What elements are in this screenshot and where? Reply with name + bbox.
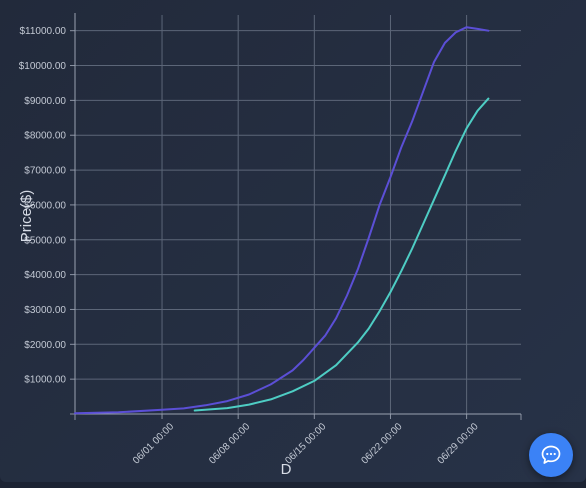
x-tick-label: 06/01 00:00: [131, 421, 176, 466]
chat-bubble-icon: [541, 445, 561, 464]
axes: [74, 13, 521, 415]
y-gridlines: [70, 30, 521, 415]
y-tick-label: $9000.00: [24, 96, 66, 107]
y-tick-label: $7000.00: [24, 166, 66, 177]
x-tick-label: 06/22 00:00: [359, 421, 404, 466]
y-tick-label: $3000.00: [24, 305, 66, 316]
series-lines: [74, 26, 490, 415]
x-tick-label: 06/08 00:00: [207, 421, 252, 466]
x-tick-label: 06/29 00:00: [436, 421, 481, 466]
x-axis-title: D: [281, 461, 292, 478]
y-axis-title: Price($): [18, 190, 35, 243]
y-tick-labels: $1000.00 $2000.00 $3000.00 $4000.00 $5000.00…: [19, 26, 67, 385]
y-tick-label: $1000.00: [24, 375, 66, 386]
y-tick-label: $10000.00: [19, 61, 67, 72]
x-tick-label: 06/15 00:00: [283, 421, 328, 466]
y-tick-label: $11000.00: [19, 26, 66, 37]
chat-button[interactable]: [529, 433, 573, 477]
y-tick-label: $8000.00: [24, 131, 66, 142]
x-tick-labels: 06/01 00:00 06/08 00:00 06/15 00:00 06/22 0…: [131, 421, 481, 466]
y-tick-label: $4000.00: [24, 270, 66, 281]
series-line-1: [74, 26, 490, 415]
y-tick-label: $2000.00: [24, 340, 66, 351]
series-line-2: [193, 97, 490, 412]
y-tick-label: $6000.00: [24, 200, 66, 211]
x-gridlines: [74, 15, 522, 420]
y-tick-label: $5000.00: [24, 235, 66, 246]
